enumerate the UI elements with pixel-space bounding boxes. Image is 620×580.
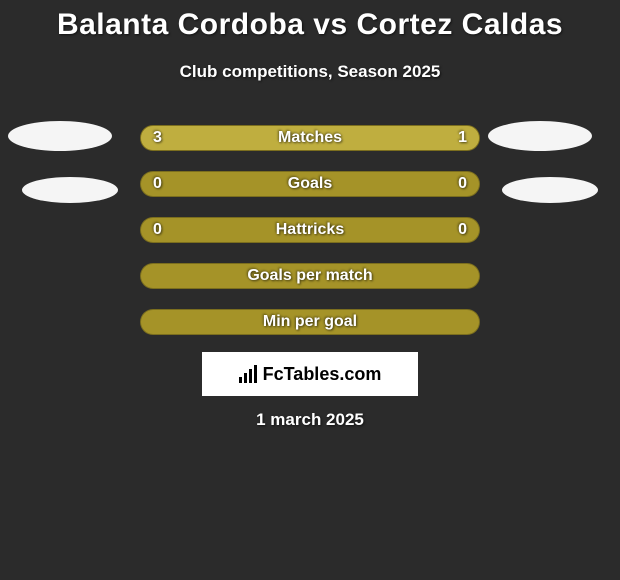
stat-label: Goals xyxy=(141,172,479,196)
stat-label: Goals per match xyxy=(141,264,479,288)
stat-label: Min per goal xyxy=(141,310,479,334)
subtitle: Club competitions, Season 2025 xyxy=(0,62,620,82)
player-avatar-right-2 xyxy=(502,177,598,203)
player-avatar-right-1 xyxy=(488,121,592,151)
page-title: Balanta Cordoba vs Cortez Caldas xyxy=(0,8,620,42)
bar-chart-icon xyxy=(239,365,257,383)
stat-value-right: 1 xyxy=(458,126,467,150)
stat-row: Min per goal xyxy=(140,309,480,335)
stat-row: Goals0 0 xyxy=(140,171,480,197)
stat-row: Hattricks0 0 xyxy=(140,217,480,243)
stat-value-right: 0 xyxy=(458,172,467,196)
stat-label: Hattricks xyxy=(141,218,479,242)
brand-badge: FcTables.com xyxy=(202,352,418,396)
brand-text: FcTables.com xyxy=(263,364,382,385)
stat-value-left: 3 xyxy=(153,126,162,150)
stat-row: Matches3 1 xyxy=(140,125,480,151)
player-avatar-left-1 xyxy=(8,121,112,151)
stat-value-right: 0 xyxy=(458,218,467,242)
player-avatar-left-2 xyxy=(22,177,118,203)
stat-value-left: 0 xyxy=(153,218,162,242)
stat-label: Matches xyxy=(141,126,479,150)
stat-value-left: 0 xyxy=(153,172,162,196)
footer-date: 1 march 2025 xyxy=(0,410,620,430)
stat-row: Goals per match xyxy=(140,263,480,289)
comparison-infographic: Balanta Cordoba vs Cortez Caldas Club co… xyxy=(0,0,620,580)
